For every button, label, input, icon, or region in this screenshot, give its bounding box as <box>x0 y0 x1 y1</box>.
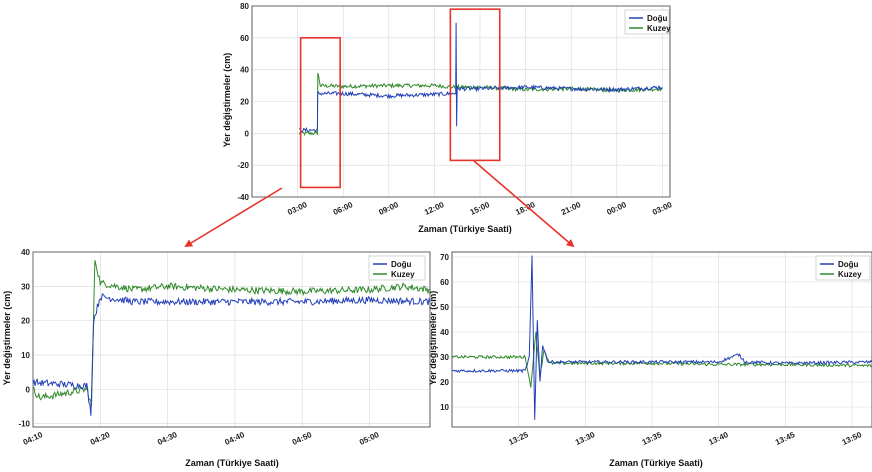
main-highlight-box <box>449 8 501 162</box>
detail2-ylabel: Yer değiştirmeler (cm) <box>428 291 438 386</box>
main-highlight-box <box>299 37 341 189</box>
main-xlabel: Zaman (Türkiye Saati) <box>418 224 512 234</box>
detail2-y-tick-label: 30 <box>440 353 449 362</box>
main-y-tick-label: 80 <box>240 2 249 11</box>
main-y-tick-label: -20 <box>237 161 249 170</box>
detail2-legend <box>815 255 871 281</box>
detail2-x-tick-label: 13:35 <box>641 430 664 447</box>
main-y-tick-label: 20 <box>240 98 249 107</box>
detail2-y-tick-label: 10 <box>440 403 449 412</box>
zoom-arrow-right <box>473 160 575 248</box>
detail2-legend-label: Kuzey <box>838 270 862 279</box>
detail1-x-tick-label: 04:10 <box>22 430 45 447</box>
detail2-y-tick-label: 50 <box>440 303 449 312</box>
main-y-tick-label: 40 <box>240 66 249 75</box>
detail1-series-dogu <box>33 293 430 416</box>
detail2-x-tick-label: 13:45 <box>774 430 797 447</box>
detail-chart-left: Yer değiştirmeler (cm) Zaman (Türkiye Sa… <box>2 248 431 468</box>
detail1-y-tick-label: 30 <box>21 282 30 291</box>
detail2-plot-area <box>451 251 872 428</box>
detail1-x-tick-label: 04:30 <box>156 430 179 447</box>
detail2-x-tick-label: 13:40 <box>707 430 730 447</box>
detail2-x-tick-label: 13:30 <box>574 430 597 447</box>
main-ylabel: Yer değiştirmeler (cm) <box>222 53 232 148</box>
detail1-legend <box>368 255 426 281</box>
main-frame <box>251 5 671 198</box>
detail1-frame <box>32 251 431 428</box>
detail1-y-tick-label: 0 <box>26 385 31 394</box>
detail1-x-tick-label: 05:00 <box>358 430 381 447</box>
detail2-frame <box>451 251 872 428</box>
main-series-dogu <box>298 22 663 134</box>
detail2-x-tick-label: 13:25 <box>507 430 530 447</box>
detail2-y-tick-label: 40 <box>440 328 449 337</box>
detail1-legend-label: Doğu <box>391 260 412 269</box>
detail2-series-kuzey <box>452 331 872 388</box>
detail1-y-tick-label: 20 <box>21 317 30 326</box>
detail1-y-tick-label: -10 <box>18 420 30 429</box>
detail1-legend-label: Kuzey <box>391 270 415 279</box>
main-x-tick-label: 00:00 <box>605 200 628 217</box>
main-y-tick-label: 0 <box>245 129 250 138</box>
detail2-y-tick-label: 20 <box>440 378 449 387</box>
detail1-xlabel: Zaman (Türkiye Saati) <box>185 458 279 468</box>
main-x-tick-label: 18:00 <box>514 200 537 217</box>
detail1-plot-area <box>32 251 431 428</box>
detail2-xlabel: Zaman (Türkiye Saati) <box>609 458 703 468</box>
detail-chart-right: Yer değiştirmeler (cm) Zaman (Türkiye Sa… <box>428 251 872 468</box>
main-x-tick-label: 12:00 <box>423 200 446 217</box>
detail1-x-tick-label: 04:40 <box>223 430 246 447</box>
detail1-x-tick-label: 04:20 <box>89 430 112 447</box>
main-x-tick-label: 21:00 <box>560 200 583 217</box>
detail1-ylabel: Yer değiştirmeler (cm) <box>2 291 12 386</box>
detail1-y-tick-label: 40 <box>21 248 30 257</box>
main-y-tick-label: 60 <box>240 34 249 43</box>
zoom-arrow-left <box>184 187 283 248</box>
main-chart: Yer değiştirmeler (cm) Zaman (Türkiye Sa… <box>222 2 674 234</box>
main-x-tick-label: 15:00 <box>469 200 492 217</box>
main-x-tick-label: 03:00 <box>286 200 309 217</box>
detail1-x-tick-label: 04:50 <box>291 430 314 447</box>
detail2-x-tick-label: 13:50 <box>841 430 864 447</box>
zoom-arrows <box>184 160 575 248</box>
detail2-series-dogu <box>452 255 872 420</box>
main-x-tick-label: 06:00 <box>332 200 355 217</box>
main-legend-label: Doğu <box>647 14 668 23</box>
detail1-series-kuzey <box>33 260 430 406</box>
detail2-y-tick-label: 60 <box>440 278 449 287</box>
detail2-y-tick-label: 70 <box>440 253 449 262</box>
main-y-tick-label: -40 <box>237 193 249 202</box>
main-legend-label: Kuzey <box>647 24 671 33</box>
main-legend <box>624 9 670 35</box>
main-x-tick-label: 03:00 <box>651 200 674 217</box>
detail1-y-tick-label: 10 <box>21 351 30 360</box>
main-x-tick-label: 09:00 <box>377 200 400 217</box>
detail2-legend-label: Doğu <box>838 260 859 269</box>
